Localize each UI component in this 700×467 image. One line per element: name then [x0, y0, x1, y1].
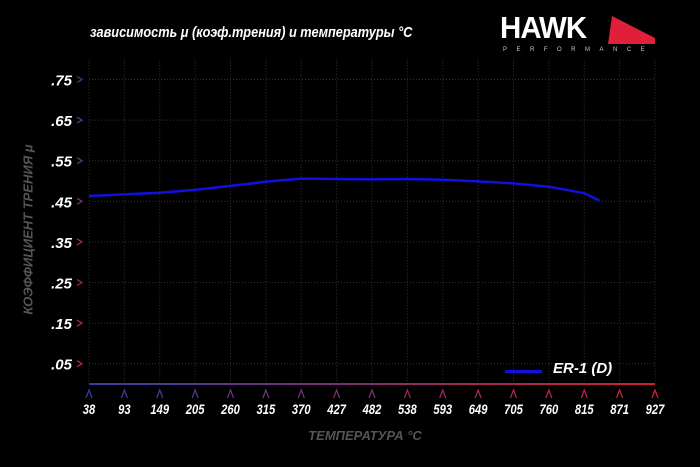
x-tick-arrow-icon — [191, 388, 199, 399]
y-tick-label: .25 — [51, 276, 73, 293]
y-tick-arrow-icon — [76, 238, 84, 246]
x-tick-label: 482 — [362, 402, 382, 417]
y-tick-arrow-icon — [76, 75, 84, 84]
x-tick-arrow-icon — [545, 388, 553, 399]
x-tick-label: 38 — [83, 402, 96, 417]
legend-label: ER-1 (D) — [553, 360, 613, 377]
x-tick-label: 649 — [469, 402, 488, 417]
x-tick-arrow-icon — [120, 388, 128, 399]
x-tick-label: 927 — [646, 402, 666, 417]
x-tick-label: 593 — [433, 402, 452, 417]
x-tick-label: 205 — [185, 402, 205, 417]
x-tick-label: 871 — [610, 402, 629, 417]
y-tick-label: .75 — [51, 73, 73, 90]
legend-swatch — [505, 370, 542, 373]
x-axis — [89, 383, 655, 385]
x-tick-arrow-icon — [439, 388, 447, 399]
x-tick-arrow-icon — [403, 388, 411, 399]
hawk-performance-logo: HAWK PERFORMANCE — [500, 10, 660, 53]
y-tick-arrow-icon — [76, 116, 84, 124]
x-tick-label: 538 — [398, 402, 418, 417]
y-tick-label: .35 — [51, 235, 73, 252]
x-tick-arrow-icon — [226, 388, 235, 399]
x-tick-arrow-icon — [509, 388, 518, 399]
x-tick-label: 815 — [575, 402, 595, 417]
logo-wing-icon — [608, 16, 655, 44]
series-line-er-1 — [88, 177, 600, 202]
y-tick-label: .05 — [51, 357, 73, 374]
x-tick-arrow-icon — [297, 388, 305, 399]
x-tick-label: 93 — [118, 402, 130, 417]
x-tick-arrow-icon — [580, 388, 588, 399]
x-tick-label: 149 — [150, 402, 169, 417]
x-tick-arrow-icon — [651, 388, 659, 399]
x-tick-label: 370 — [292, 402, 311, 417]
y-axis-label: КОЭФФИЦИЕНТ ТРЕНИЯ μ — [20, 144, 36, 315]
x-tick-arrow-icon — [368, 388, 376, 399]
y-tick-arrow-icon — [76, 319, 84, 327]
chart-title: зависимость μ (коэф.трения) и температур… — [90, 24, 413, 41]
x-tick-label: 427 — [326, 402, 346, 417]
x-tick-arrow-icon — [85, 388, 93, 399]
logo-sub: PERFORMANCE — [503, 47, 655, 53]
y-tick-label: .15 — [51, 316, 73, 333]
x-tick-arrow-icon — [616, 388, 624, 399]
y-tick-label: .65 — [51, 113, 73, 130]
x-tick-arrow-icon — [156, 388, 164, 399]
y-tick-label: .45 — [51, 194, 73, 211]
y-tick-arrow-icon — [76, 157, 84, 165]
x-tick-label: 705 — [504, 402, 524, 417]
logo-word: HAWK — [500, 10, 587, 45]
x-tick-arrow-icon — [474, 388, 482, 399]
y-tick-label: .55 — [51, 154, 73, 171]
x-tick-label: 315 — [257, 402, 277, 417]
x-axis-label: ТЕМПЕРАТУРА °C — [308, 428, 422, 443]
y-tick-arrow-icon — [76, 278, 84, 287]
x-tick-arrow-icon — [333, 388, 341, 399]
x-tick-arrow-icon — [262, 388, 270, 399]
x-tick-label: 260 — [220, 402, 240, 417]
x-tick-label: 760 — [540, 402, 559, 417]
y-tick-arrow-icon — [76, 360, 84, 368]
y-tick-arrow-icon — [76, 197, 84, 205]
